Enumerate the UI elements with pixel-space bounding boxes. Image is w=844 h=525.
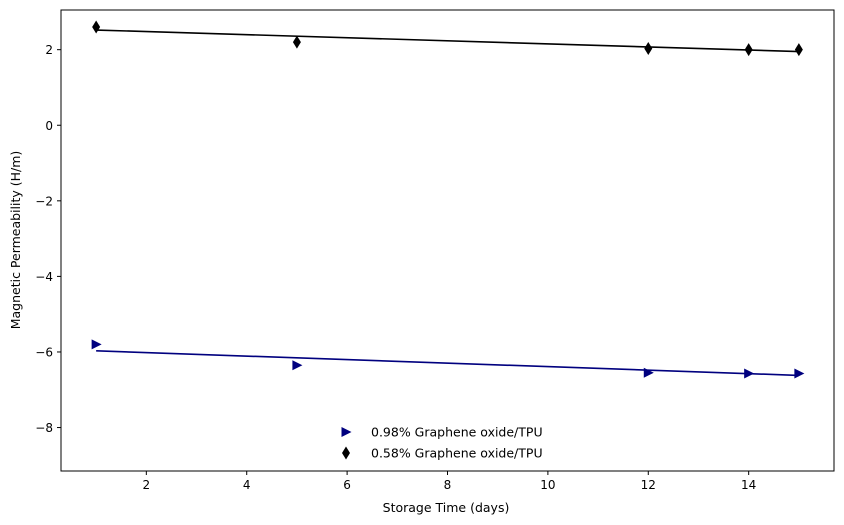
data-point bbox=[92, 20, 101, 34]
legend-marker bbox=[341, 427, 352, 437]
y-tick-label: 2 bbox=[45, 43, 53, 57]
x-tick-label: 10 bbox=[540, 478, 555, 492]
x-tick-label: 14 bbox=[741, 478, 756, 492]
legend-marker bbox=[342, 446, 350, 460]
y-tick-label: −2 bbox=[35, 194, 53, 208]
y-tick-label: −4 bbox=[35, 270, 53, 284]
legend-label: 0.98% Graphene oxide/TPU bbox=[371, 425, 543, 440]
y-axis-label: Magnetic Permeability (H/m) bbox=[8, 151, 23, 330]
data-point bbox=[91, 339, 102, 350]
fit-line-series-2 bbox=[96, 29, 799, 53]
axes: 2 4 6 8 10 12 14 −8 −6 −4 −2 0 2 bbox=[35, 9, 835, 492]
x-tick-label: 6 bbox=[343, 478, 351, 492]
x-tick-label: 12 bbox=[641, 478, 656, 492]
series-2 bbox=[92, 20, 803, 57]
series-1 bbox=[91, 339, 805, 379]
data-point bbox=[744, 368, 755, 379]
legend-item-1: 0.98% Graphene oxide/TPU bbox=[341, 425, 543, 440]
data-point bbox=[292, 360, 303, 371]
legend-label: 0.58% Graphene oxide/TPU bbox=[371, 446, 543, 461]
fit-line-series-1 bbox=[96, 350, 799, 377]
data-point bbox=[794, 43, 803, 57]
data-point bbox=[292, 35, 301, 49]
x-tick-label: 4 bbox=[243, 478, 251, 492]
x-axis-label: Storage Time (days) bbox=[383, 500, 510, 515]
y-tick-label: 0 bbox=[45, 119, 53, 133]
data-point bbox=[744, 43, 753, 57]
data-point bbox=[644, 42, 653, 56]
plot-area bbox=[91, 20, 805, 379]
x-tick-label: 2 bbox=[143, 478, 151, 492]
legend-item-2: 0.58% Graphene oxide/TPU bbox=[342, 446, 543, 461]
y-tick-label: −8 bbox=[35, 421, 53, 435]
x-tick-label: 8 bbox=[444, 478, 452, 492]
data-point bbox=[643, 367, 654, 378]
legend: 0.98% Graphene oxide/TPU 0.58% Graphene o… bbox=[341, 425, 543, 461]
data-point bbox=[794, 368, 805, 379]
y-tick-label: −6 bbox=[35, 345, 53, 359]
